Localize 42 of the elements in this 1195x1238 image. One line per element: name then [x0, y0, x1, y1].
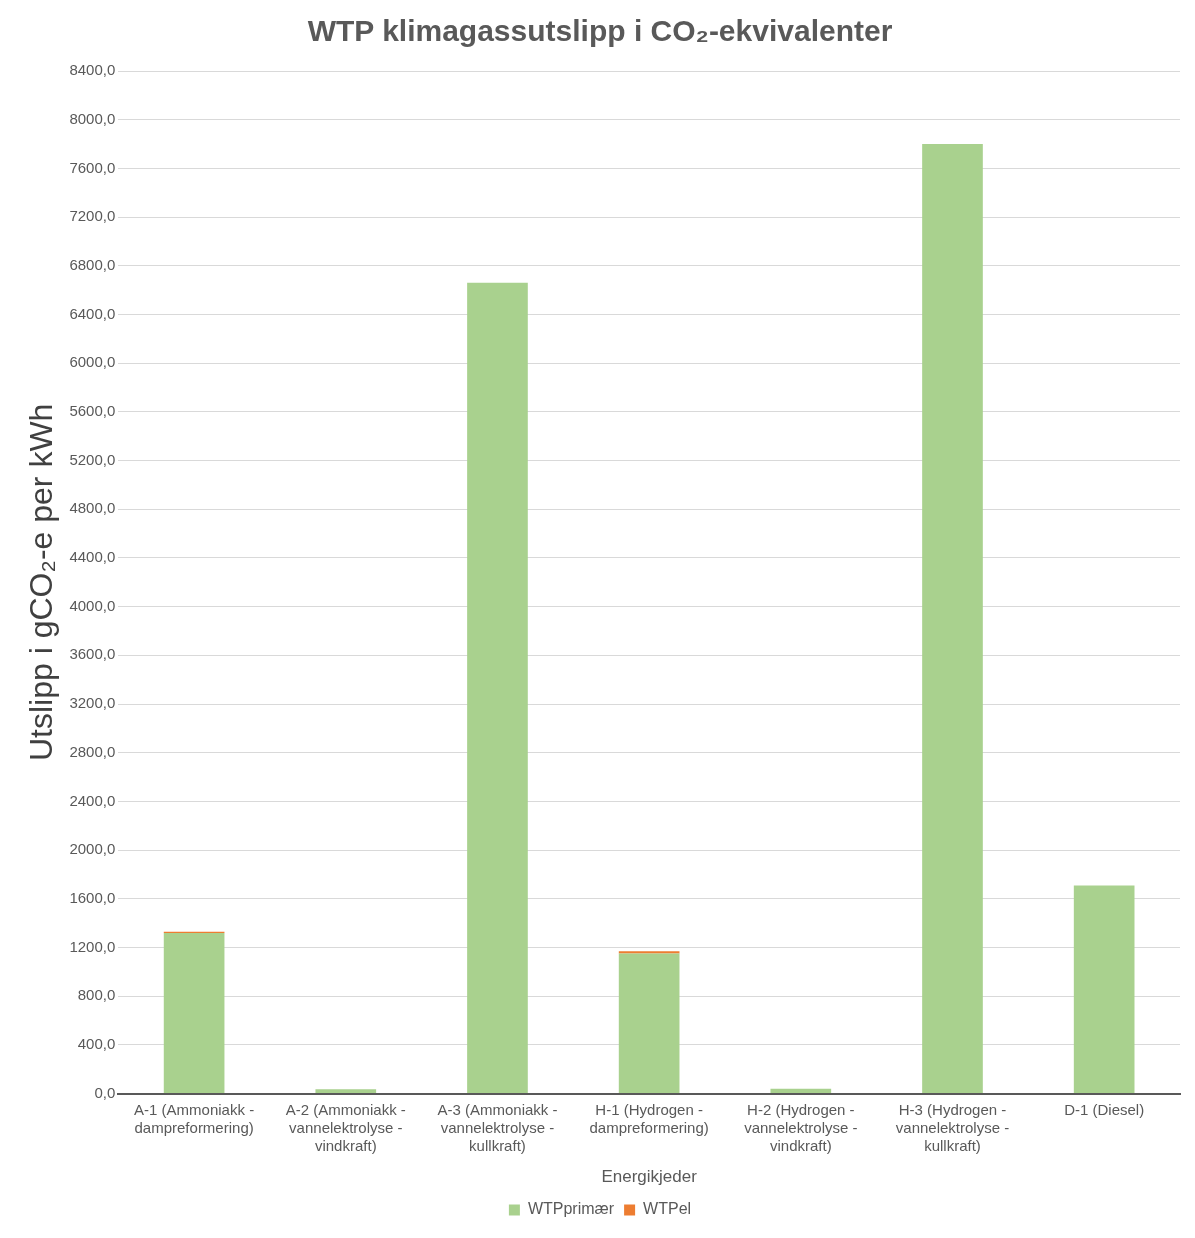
x-tick-label: A-2 (Ammoniakk - vannelektrolyse - vindkraft)	[285, 1100, 406, 1154]
y-tick-label: 800,0	[77, 986, 116, 1004]
y-tick-label: 8400,0	[69, 61, 116, 79]
x-tick-label: H-3 (Hydrogen - vannelektrolyse - kullkraft)	[895, 1100, 1010, 1154]
y-tick-label: 8000,0	[69, 109, 116, 127]
legend-label: WTPprimær	[527, 1200, 615, 1218]
y-tick-label: 4000,0	[69, 596, 116, 614]
x-tick-label: A-1 (Ammoniakk - dampreformering)	[134, 1100, 255, 1136]
y-tick-label: 1200,0	[69, 937, 116, 955]
x-tick-label: H-2 (Hydrogen - vannelektrolyse - vindkraft)	[744, 1100, 858, 1154]
y-tick-label: 4400,0	[69, 548, 116, 566]
x-tick-label: D-1 (Diesel)	[1064, 1100, 1145, 1118]
y-tick-label: 7600,0	[69, 158, 116, 176]
bar	[1073, 885, 1135, 1094]
bar	[163, 932, 225, 1094]
y-tick-label: 6000,0	[69, 353, 116, 371]
bar	[618, 951, 680, 954]
y-tick-label: 2800,0	[69, 742, 116, 760]
y-axis-title: Utslipp i gCO₂-e per kWh	[23, 403, 60, 761]
y-tick-label: 3600,0	[69, 645, 116, 663]
y-tick-label: 6800,0	[69, 255, 116, 273]
bar	[922, 144, 983, 1094]
y-tick-label: 6400,0	[69, 304, 116, 322]
y-tick-label: 5600,0	[69, 402, 116, 420]
y-tick-label: 7200,0	[69, 207, 116, 225]
y-tick-label: 0,0	[94, 1083, 116, 1101]
y-tick-label: 3200,0	[69, 694, 116, 712]
bar	[618, 953, 680, 1094]
y-tick-label: 2400,0	[69, 791, 116, 809]
x-axis-title: Energikjeder	[601, 1167, 698, 1187]
bar	[467, 282, 528, 1094]
y-tick-label: 400,0	[77, 1035, 116, 1053]
bar	[315, 1089, 377, 1094]
y-tick-label: 1600,0	[69, 888, 116, 906]
x-tick-label: H-1 (Hydrogen - dampreformering)	[589, 1100, 709, 1136]
y-tick-label: 5200,0	[69, 450, 116, 468]
y-tick-label: 4800,0	[69, 499, 116, 517]
y-tick-label: 2000,0	[69, 840, 116, 858]
legend-label: WTPel	[643, 1200, 692, 1218]
chart-title: WTP klimagassutslipp i CO₂-ekvivalenter	[307, 14, 893, 48]
bar	[770, 1088, 832, 1094]
x-tick-label: A-3 (Ammoniakk - vannelektrolyse - kullkraft)	[437, 1100, 558, 1154]
